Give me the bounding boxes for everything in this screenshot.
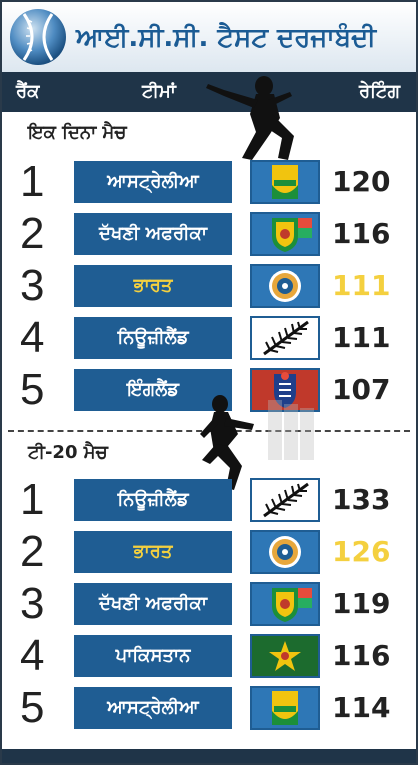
rank-number: 5 bbox=[20, 365, 45, 414]
rank-number: 1 bbox=[20, 157, 45, 206]
rating-value: 116 bbox=[332, 217, 391, 250]
rating-value: 114 bbox=[332, 691, 391, 724]
rating-value: 119 bbox=[332, 587, 391, 620]
australia-cricket-emblem-icon bbox=[250, 160, 320, 204]
england-lions-emblem-icon bbox=[250, 368, 320, 412]
australia-cricket-emblem-icon bbox=[250, 686, 320, 730]
pakistan-star-emblem-icon bbox=[250, 634, 320, 678]
t20-row-5: 5 ਆਸਟ੍ਰੇਲੀਆ 114 bbox=[2, 683, 416, 732]
t20-row-3: 3 ਦੱਖਣੀ ਅਫਰੀਕਾ 119 bbox=[2, 579, 416, 628]
odi-row-1: 1 ਆਸਟ੍ਰੇਲੀਆ 120 bbox=[2, 157, 416, 206]
rank-number: 3 bbox=[20, 261, 45, 310]
team-name: ਭਾਰਤ bbox=[74, 265, 232, 307]
south-africa-protea-emblem-icon bbox=[250, 212, 320, 256]
rating-value: 120 bbox=[332, 165, 391, 198]
odi-row-4: 4 ਨਿਊਜ਼ੀਲੈਂਡ 111 bbox=[2, 313, 416, 362]
header: ਆਈ.ਸੀ.ਸੀ. ਟੈਸਟ ਦਰਜਾਬੰਦੀ bbox=[2, 2, 416, 72]
batsman-silhouette-icon bbox=[206, 76, 294, 160]
t20-row-2: 2 ਭਾਰਤ 126 bbox=[2, 527, 416, 576]
runner-silhouette-icon bbox=[200, 395, 314, 490]
team-name: ਦੱਖਣੀ ਅਫਰੀਕਾ bbox=[74, 213, 232, 255]
bottom-bar bbox=[2, 749, 416, 763]
new-zealand-fern-emblem-icon bbox=[250, 478, 320, 522]
rank-number: 1 bbox=[20, 475, 45, 524]
column-header-bar: ਰੈਂਕ ਟੀਮਾਂ ਰੇਟਿੰਗ bbox=[2, 72, 416, 112]
odi-row-5: 5 ਇੰਗਲੈਂਡ 107 bbox=[2, 365, 416, 414]
rank-number: 2 bbox=[20, 209, 45, 258]
page-title: ਆਈ.ਸੀ.ਸੀ. ਟੈਸਟ ਦਰਜਾਬੰਦੀ bbox=[76, 23, 377, 53]
rating-value: 107 bbox=[332, 373, 391, 406]
team-name: ਪਾਕਿਸਤਾਨ bbox=[74, 635, 232, 677]
t20-row-1: 1 ਨਿਊਜ਼ੀਲੈਂਡ 133 bbox=[2, 475, 416, 524]
india-bcci-emblem-icon bbox=[250, 530, 320, 574]
rank-number: 4 bbox=[20, 631, 45, 680]
rating-value: 126 bbox=[332, 535, 391, 568]
team-column-header: ਟੀਮਾਂ bbox=[142, 81, 176, 102]
team-name: ਨਿਊਜ਼ੀਲੈਂਡ bbox=[74, 317, 232, 359]
rating-value: 116 bbox=[332, 639, 391, 672]
t20-row-4: 4 ਪਾਕਿਸਤਾਨ 116 bbox=[2, 631, 416, 680]
rank-number: 3 bbox=[20, 579, 45, 628]
odi-row-2: 2 ਦੱਖਣੀ ਅਫਰੀਕਾ 116 bbox=[2, 209, 416, 258]
cricket-ball-logo-icon bbox=[10, 9, 66, 65]
odi-row-3: 3 ਭਾਰਤ 111 bbox=[2, 261, 416, 310]
rating-value: 111 bbox=[332, 269, 391, 302]
rank-number: 2 bbox=[20, 527, 45, 576]
team-name: ਆਸਟ੍ਰੇਲੀਆ bbox=[74, 687, 232, 729]
team-name: ਨਿਊਜ਼ੀਲੈਂਡ bbox=[74, 479, 232, 521]
odi-section-title: ਇਕ ਦਿਨਾ ਮੈਚ bbox=[28, 122, 127, 143]
t20-section-title: ਟੀ-20 ਮੈਚ bbox=[28, 442, 108, 463]
rank-column-header: ਰੈਂਕ bbox=[16, 81, 40, 102]
team-name: ਭਾਰਤ bbox=[74, 531, 232, 573]
south-africa-protea-emblem-icon bbox=[250, 582, 320, 626]
india-bcci-emblem-icon bbox=[250, 264, 320, 308]
rating-value: 133 bbox=[332, 483, 391, 516]
team-name: ਆਸਟ੍ਰੇਲੀਆ bbox=[74, 161, 232, 203]
new-zealand-fern-emblem-icon bbox=[250, 316, 320, 360]
rating-value: 111 bbox=[332, 321, 391, 354]
rank-number: 4 bbox=[20, 313, 45, 362]
rank-number: 5 bbox=[20, 683, 45, 732]
team-name: ਦੱਖਣੀ ਅਫਰੀਕਾ bbox=[74, 583, 232, 625]
team-name: ਇੰਗਲੈਂਡ bbox=[74, 369, 232, 411]
rating-column-header: ਰੇਟਿੰਗ bbox=[358, 81, 400, 102]
